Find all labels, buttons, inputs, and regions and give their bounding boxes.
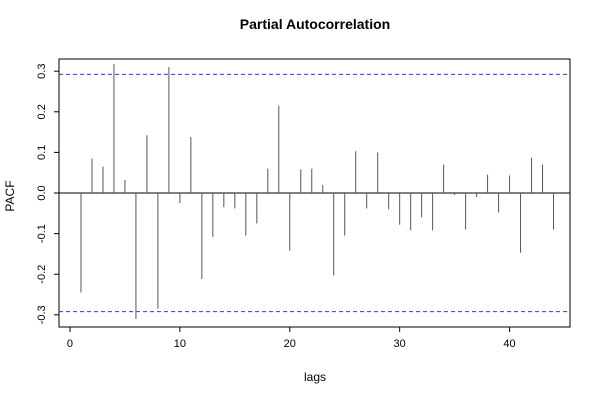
y-tick-label-4: 0.1: [36, 145, 48, 160]
y-tick-label-3: 0.0: [36, 185, 48, 200]
x-axis-label: lags: [304, 370, 326, 384]
x-tick-label-40: 40: [503, 338, 515, 350]
y-tick-label-0: -0.3: [36, 305, 48, 324]
chart-title: Partial Autocorrelation: [240, 16, 390, 32]
y-tick-label-1: -0.2: [36, 265, 48, 284]
x-tick-label-0: 0: [67, 338, 73, 350]
x-tick-label-10: 10: [174, 338, 186, 350]
y-tick-label-5: 0.2: [36, 104, 48, 119]
x-tick-label-20: 20: [284, 338, 296, 350]
y-tick-label-6: 0.3: [36, 64, 48, 79]
plot-area: 0 10 20 30 40 -0.3 -0.2 -0.1 0.0 0.1 0.2 0.3: [36, 58, 571, 350]
x-tick-label-30: 30: [394, 338, 406, 350]
y-tick-label-2: -0.1: [36, 224, 48, 243]
y-axis-label: PACF: [3, 180, 17, 211]
